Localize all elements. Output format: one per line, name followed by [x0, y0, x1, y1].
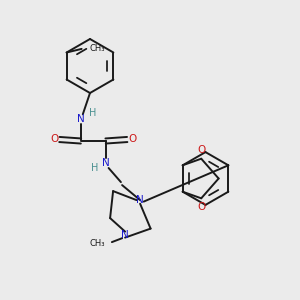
Text: H: H	[91, 163, 98, 173]
Text: O: O	[50, 134, 58, 145]
Text: N: N	[121, 230, 129, 240]
Text: N: N	[77, 113, 85, 124]
Text: N: N	[102, 158, 110, 169]
Text: N: N	[136, 195, 143, 205]
Text: CH₃: CH₃	[89, 239, 105, 248]
Text: H: H	[89, 107, 96, 118]
Text: O: O	[197, 145, 206, 155]
Text: CH₃: CH₃	[89, 44, 105, 53]
Text: O: O	[197, 202, 206, 212]
Text: O: O	[128, 134, 137, 145]
